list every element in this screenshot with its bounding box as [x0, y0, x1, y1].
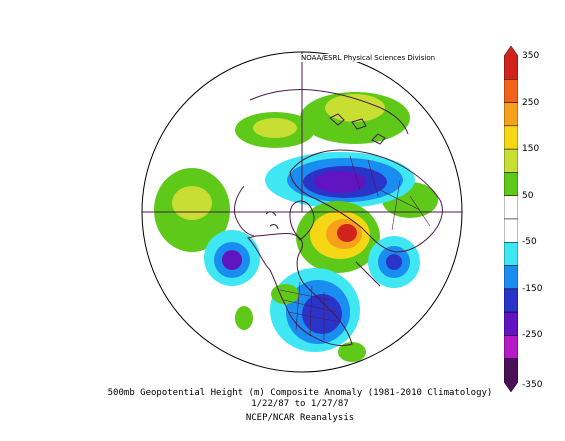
- caption-dates: 1/22/87 to 1/27/87: [251, 399, 349, 409]
- anomaly-negative-namerica-core: [302, 294, 342, 334]
- coastline-arctic-islands: [329, 113, 386, 145]
- colorbar: [504, 46, 518, 392]
- anomaly-negative-pole-core: [314, 171, 366, 193]
- caption-source: NCEP/NCAR Reanalysis: [245, 413, 355, 423]
- anomaly-positive-pacific-core: [172, 186, 212, 220]
- anomaly-positive-arctic-north: [271, 284, 299, 304]
- colorbar-bin: [504, 242, 518, 266]
- coastline-siberia: [249, 89, 409, 135]
- colorbar-tick-label: -50: [522, 237, 537, 248]
- colorbar-bin: [504, 195, 518, 220]
- colorbar-tick-label: -350: [522, 380, 543, 390]
- caption-title: 500mb Geopotential Height (m) Composite …: [107, 388, 493, 398]
- colorbar-bin: [504, 125, 518, 150]
- anomaly-negative-asia-core: [386, 254, 402, 270]
- colorbar-bin: [504, 218, 518, 243]
- coastline-alaska: [233, 185, 255, 237]
- colorbar-bin: [504, 311, 518, 336]
- coastline-greenland: [289, 200, 315, 241]
- colorbar-bin: [504, 172, 518, 196]
- coastline-north-america: [247, 232, 353, 347]
- colorbar-tick-label: 50: [522, 190, 534, 201]
- coastline-africa-mediterranean: [355, 261, 381, 287]
- anomaly-positive-arctic-west-core: [253, 118, 297, 138]
- credit-label: NOAA/ESRL Physical Sciences Division: [300, 54, 437, 62]
- colorbar-tick-label: -250: [522, 330, 543, 341]
- coastline-japan: [265, 211, 279, 230]
- colorbar-bin: [504, 148, 518, 173]
- colorbar-bin: [504, 102, 518, 127]
- colorbar-bin: [504, 335, 518, 359]
- anomaly-positive-pacific-south: [235, 306, 253, 330]
- colorbar-bin: [504, 46, 518, 80]
- political-borders: [279, 155, 431, 340]
- colorbar-bin: [504, 358, 518, 392]
- colorbar-tick-label: 250: [522, 97, 540, 108]
- anomaly-negative-northpacific-core: [222, 250, 242, 270]
- colorbar-tick-label: 350: [522, 51, 540, 61]
- anomaly-positive-arctic-east-core: [325, 94, 385, 122]
- anomaly-positive-atlantic-south: [338, 342, 366, 362]
- colorbar-bin: [504, 288, 518, 313]
- colorbar-bins: [504, 46, 518, 392]
- anomaly-positive-europe-core: [337, 224, 357, 242]
- colorbar-tick-label: 150: [522, 144, 540, 155]
- globe-outline: [141, 51, 463, 373]
- colorbar-bin: [504, 265, 518, 290]
- colorbar-bin: [504, 79, 518, 103]
- anomaly-field: [154, 89, 443, 362]
- colorbar-tick-label: -150: [522, 283, 543, 294]
- coastline-eurasia: [289, 149, 443, 253]
- meridian-lines: [142, 52, 462, 213]
